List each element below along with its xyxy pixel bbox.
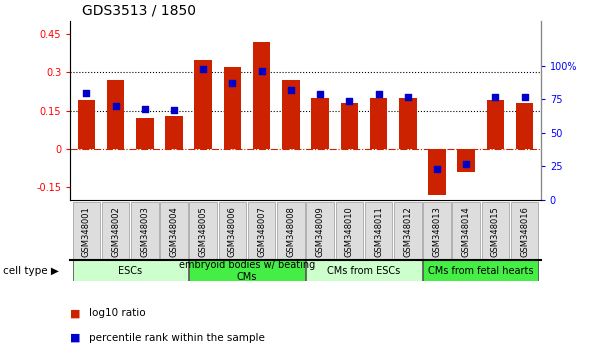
- FancyBboxPatch shape: [481, 202, 509, 259]
- Text: GSM348008: GSM348008: [287, 206, 295, 257]
- Bar: [224, 67, 241, 149]
- FancyBboxPatch shape: [73, 202, 100, 259]
- Text: GSM348001: GSM348001: [82, 206, 91, 257]
- FancyBboxPatch shape: [335, 202, 363, 259]
- Text: GSM348002: GSM348002: [111, 206, 120, 257]
- Point: [315, 91, 325, 97]
- Bar: [78, 101, 95, 149]
- Bar: [136, 118, 153, 149]
- Bar: [370, 98, 387, 149]
- Bar: [107, 80, 124, 149]
- Text: GSM348011: GSM348011: [374, 206, 383, 257]
- Point: [227, 80, 237, 86]
- Bar: [399, 98, 417, 149]
- Text: ESCs: ESCs: [118, 266, 142, 276]
- Point: [403, 94, 412, 99]
- FancyBboxPatch shape: [306, 202, 334, 259]
- Text: GSM348009: GSM348009: [316, 206, 324, 257]
- FancyBboxPatch shape: [423, 260, 538, 281]
- FancyBboxPatch shape: [453, 202, 480, 259]
- FancyBboxPatch shape: [102, 202, 130, 259]
- Text: CMs from ESCs: CMs from ESCs: [327, 266, 401, 276]
- Text: ■: ■: [70, 333, 81, 343]
- Point: [111, 103, 120, 109]
- Text: log10 ratio: log10 ratio: [89, 308, 145, 318]
- Point: [345, 98, 354, 104]
- FancyBboxPatch shape: [306, 260, 422, 281]
- Text: GSM348014: GSM348014: [462, 206, 470, 257]
- Point: [520, 94, 530, 99]
- Point: [81, 90, 91, 96]
- FancyBboxPatch shape: [394, 202, 422, 259]
- FancyBboxPatch shape: [277, 202, 305, 259]
- Bar: [312, 98, 329, 149]
- Text: GSM348005: GSM348005: [199, 206, 208, 257]
- Text: GSM348015: GSM348015: [491, 206, 500, 257]
- Text: GSM348012: GSM348012: [403, 206, 412, 257]
- Text: percentile rank within the sample: percentile rank within the sample: [89, 333, 265, 343]
- Point: [286, 87, 296, 93]
- Text: GDS3513 / 1850: GDS3513 / 1850: [82, 4, 197, 18]
- Bar: [516, 103, 533, 149]
- FancyBboxPatch shape: [189, 260, 305, 281]
- Bar: [458, 149, 475, 172]
- Text: GSM348004: GSM348004: [169, 206, 178, 257]
- Bar: [487, 101, 504, 149]
- Bar: [428, 149, 446, 195]
- Point: [169, 107, 179, 113]
- Point: [140, 106, 150, 112]
- FancyBboxPatch shape: [423, 202, 451, 259]
- Text: GSM348013: GSM348013: [433, 206, 442, 257]
- Text: embryoid bodies w/ beating
CMs: embryoid bodies w/ beating CMs: [179, 260, 315, 282]
- FancyBboxPatch shape: [219, 202, 246, 259]
- FancyBboxPatch shape: [131, 202, 158, 259]
- Point: [374, 91, 384, 97]
- Text: GSM348016: GSM348016: [520, 206, 529, 257]
- Text: GSM348003: GSM348003: [141, 206, 149, 257]
- Point: [432, 166, 442, 172]
- FancyBboxPatch shape: [189, 202, 217, 259]
- Point: [257, 68, 266, 74]
- FancyBboxPatch shape: [248, 202, 276, 259]
- Point: [199, 66, 208, 72]
- Text: GSM348006: GSM348006: [228, 206, 237, 257]
- FancyBboxPatch shape: [73, 260, 188, 281]
- FancyBboxPatch shape: [160, 202, 188, 259]
- Bar: [340, 103, 358, 149]
- Point: [461, 161, 471, 167]
- Text: cell type ▶: cell type ▶: [3, 266, 59, 276]
- Bar: [194, 59, 212, 149]
- Bar: [253, 42, 271, 149]
- Point: [491, 94, 500, 99]
- Bar: [165, 116, 183, 149]
- Text: GSM348007: GSM348007: [257, 206, 266, 257]
- FancyBboxPatch shape: [365, 202, 392, 259]
- Text: CMs from fetal hearts: CMs from fetal hearts: [428, 266, 533, 276]
- FancyBboxPatch shape: [511, 202, 538, 259]
- Bar: [282, 80, 299, 149]
- Text: GSM348010: GSM348010: [345, 206, 354, 257]
- Text: ■: ■: [70, 308, 81, 318]
